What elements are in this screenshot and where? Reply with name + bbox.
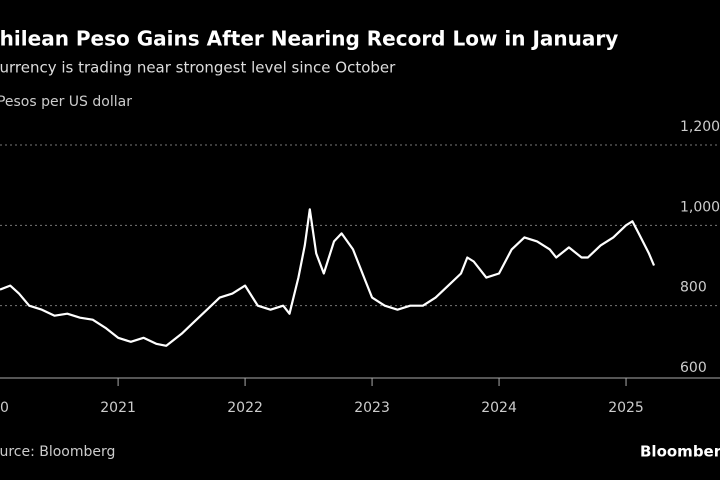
y-tick-label: 800 (680, 280, 707, 296)
x-tick-label: 2024 (481, 400, 517, 416)
x-tick-label: 2023 (354, 400, 390, 416)
y-axis-label: Chilean Pesos per US dollar (0, 94, 132, 110)
source: Source: Bloomberg (0, 444, 115, 460)
x-tick-label: 2021 (100, 400, 136, 416)
y-tick-label: 1,000 (680, 199, 720, 215)
y-tick-label: 600 (680, 360, 707, 376)
line-series (0, 208, 656, 347)
brand: Bloomberg (640, 443, 720, 461)
x-tick-label: 2022 (227, 400, 263, 416)
y-tick-label: 1,200 (680, 119, 720, 135)
chart-title: Chilean Peso Gains After Nearing Record … (0, 27, 618, 51)
x-tick-label: 2020 (0, 400, 9, 416)
x-tick-label: 2025 (608, 400, 644, 416)
chart-subtitle: Currency is trading near strongest level… (0, 59, 396, 77)
